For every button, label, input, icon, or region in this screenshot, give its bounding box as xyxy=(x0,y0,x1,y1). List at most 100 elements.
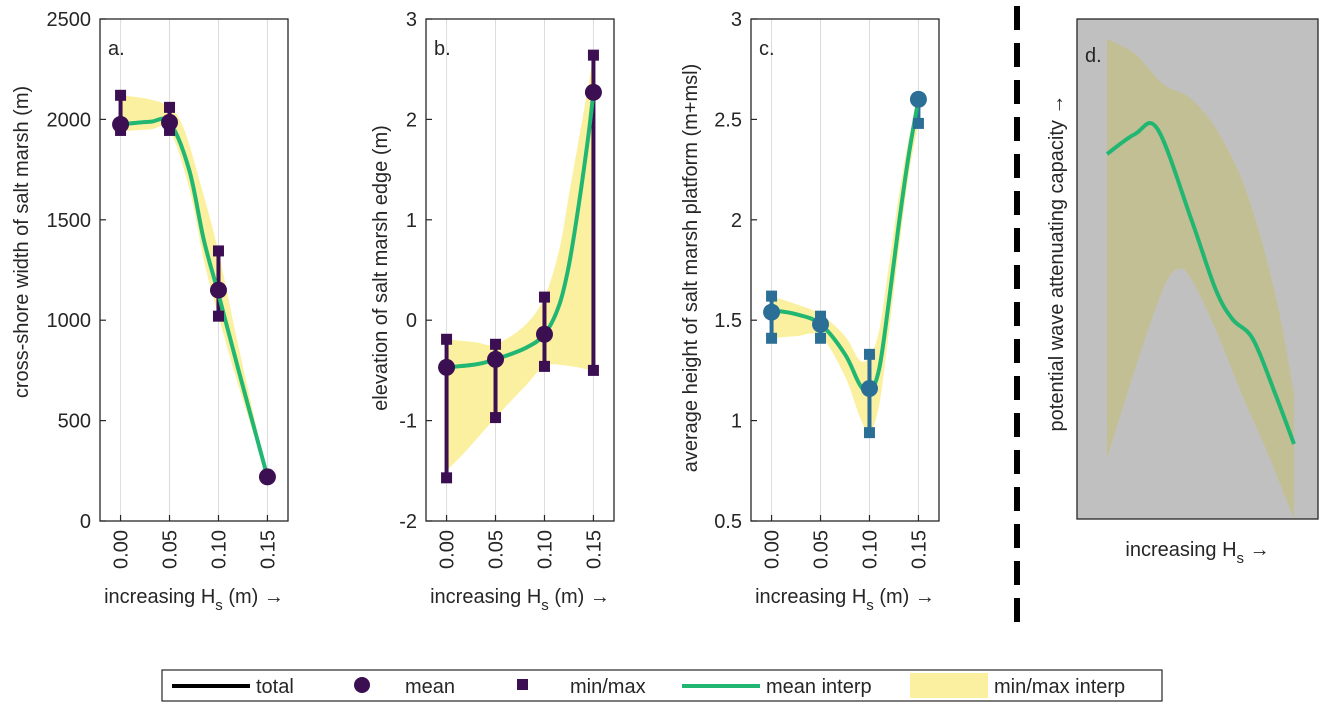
legend-box xyxy=(161,669,1163,702)
max-marker xyxy=(587,49,599,61)
x-axis-label-unit: (m) → xyxy=(549,586,610,608)
min-marker xyxy=(766,332,778,344)
x-tick-label: 0.00 xyxy=(437,530,459,569)
mean-marker xyxy=(438,358,456,376)
mean-marker xyxy=(584,83,602,101)
x-tick-label: 0.15 xyxy=(583,530,605,569)
x-axis-label-unit: → xyxy=(1244,539,1270,561)
x-axis-label-subscript: s xyxy=(866,597,874,614)
min-marker xyxy=(538,360,550,372)
y-tick-label: 0.5 xyxy=(714,511,742,533)
mean-marker xyxy=(258,468,276,486)
plot-area xyxy=(751,19,939,521)
capacity-range-band xyxy=(1107,39,1294,519)
legend-mean-interp-label: mean interp xyxy=(766,676,872,698)
min-marker xyxy=(441,472,453,484)
max-marker xyxy=(863,348,875,360)
x-axis-label-unit: (m) → xyxy=(223,586,284,608)
axes-box xyxy=(425,18,615,522)
x-axis-label: increasing Hs → xyxy=(1125,539,1269,567)
mean-marker xyxy=(487,350,505,368)
y-axis-label: elevation of salt marsh edge (m) xyxy=(370,125,392,411)
x-tick-label: 0.05 xyxy=(486,530,508,569)
max-marker xyxy=(766,290,778,302)
x-axis-label-text: increasing H xyxy=(104,586,215,608)
x-axis-label-subscript: s xyxy=(541,597,549,614)
axes-box xyxy=(750,18,940,522)
min-marker xyxy=(212,310,224,322)
x-axis-label: increasing Hs (m) → xyxy=(755,586,935,614)
max-marker xyxy=(490,338,502,350)
y-tick-label: -2 xyxy=(399,511,417,533)
y-tick-label: 2500 xyxy=(47,9,92,31)
mean-marker xyxy=(860,379,878,397)
y-tick-label: 1 xyxy=(406,210,417,232)
y-tick-label: 1 xyxy=(731,411,742,433)
panel-label: c. xyxy=(759,38,775,60)
y-tick-label: 3 xyxy=(731,9,742,31)
mean-marker xyxy=(909,90,927,108)
legend-minmax-interp-label: min/max interp xyxy=(994,676,1125,698)
x-axis-label: increasing Hs (m) → xyxy=(430,586,610,614)
panel-d: d. potential wave attenuating capacity → i… xyxy=(1046,18,1319,567)
y-axis-label: potential wave attenuating capacity → xyxy=(1046,95,1068,432)
max-marker xyxy=(115,89,127,101)
x-axis-label-subscript: s xyxy=(1237,550,1245,567)
x-tick-label: 0.10 xyxy=(534,530,556,569)
x-tick-label: 0.10 xyxy=(859,530,881,569)
x-tick-label: 0.15 xyxy=(908,530,930,569)
y-axis-label: cross-shore width of salt marsh (m) xyxy=(11,86,33,398)
y-tick-label: 1000 xyxy=(47,310,92,332)
y-tick-label: 1.5 xyxy=(714,310,742,332)
legend-mean-symbol xyxy=(354,677,370,693)
min-marker xyxy=(490,412,502,424)
legend: total mean min/max mean interp min/max i… xyxy=(161,669,1163,702)
capacity-mean-line xyxy=(1105,121,1296,445)
mean-interp-line xyxy=(446,92,596,370)
legend-mean-label: mean xyxy=(405,676,455,698)
minmax-interp-band xyxy=(446,55,594,471)
mean-marker xyxy=(112,115,130,133)
panel-label: d. xyxy=(1085,45,1102,67)
max-marker xyxy=(212,245,224,257)
mean-marker xyxy=(161,113,179,131)
x-axis-label-text: increasing H xyxy=(755,586,866,608)
panel-c: 0.5 1 1.5 2 2.5 3 0.00 0.05 0.10 0.15 c. average he… xyxy=(680,9,940,614)
max-marker xyxy=(164,101,176,113)
y-tick-label: 2000 xyxy=(47,109,92,131)
panel-a: 0 500 1000 1500 2000 2500 0.00 0.05 0.10 0.15 a. cr… xyxy=(11,9,289,614)
min-marker xyxy=(587,364,599,376)
axes-box xyxy=(1076,18,1319,520)
x-tick-label: 0.05 xyxy=(160,530,182,569)
mean-marker xyxy=(209,281,227,299)
x-axis-label-unit: (m) → xyxy=(874,586,935,608)
x-tick-label: 0.10 xyxy=(208,530,230,569)
legend-minmax-label: min/max xyxy=(570,676,646,698)
min-marker xyxy=(912,117,924,129)
x-tick-label: 0.00 xyxy=(111,530,133,569)
y-tick-label: 500 xyxy=(58,411,91,433)
x-tick-label: 0.15 xyxy=(257,530,279,569)
min-marker xyxy=(815,332,827,344)
y-tick-label: 3 xyxy=(406,9,417,31)
x-axis-label-text: increasing H xyxy=(1125,539,1236,561)
mean-marker xyxy=(812,315,830,333)
x-tick-label: 0.00 xyxy=(762,530,784,569)
x-axis-label-text: increasing H xyxy=(430,586,541,608)
mean-interp-line xyxy=(120,116,270,478)
max-marker xyxy=(441,333,453,345)
legend-total-label: total xyxy=(256,676,294,698)
panel-b: -2 -1 0 1 2 3 0.00 0.05 0.10 0.15 b. elevation of s… xyxy=(370,9,615,614)
axes-box xyxy=(99,18,289,522)
legend-minmax-interp-symbol xyxy=(910,673,988,698)
panel-label: a. xyxy=(108,38,125,60)
x-axis-label-subscript: s xyxy=(215,597,223,614)
x-tick-label: 0.05 xyxy=(811,530,833,569)
min-marker xyxy=(863,427,875,439)
legend-minmax-symbol xyxy=(517,679,528,690)
y-tick-label: 0 xyxy=(80,511,91,533)
minmax-interp-band xyxy=(120,95,268,477)
y-axis-label: average height of salt marsh platform (m… xyxy=(680,64,702,473)
x-axis-label: increasing Hs (m) → xyxy=(104,586,284,614)
